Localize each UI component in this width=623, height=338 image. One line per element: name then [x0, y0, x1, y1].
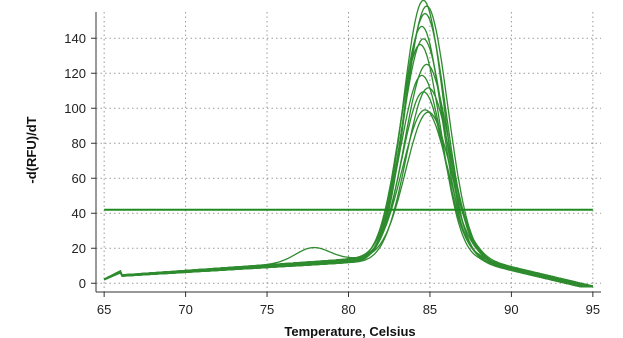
- y-tick-label: 140: [64, 31, 86, 46]
- x-tick-label: 85: [423, 302, 437, 317]
- y-tick-label: 60: [72, 171, 86, 186]
- y-tick-label: 100: [64, 101, 86, 116]
- x-tick-label: 75: [260, 302, 274, 317]
- y-tick-label: 40: [72, 206, 86, 221]
- melt-curve-series: [103, 87, 593, 288]
- melt-curve-series: [103, 111, 594, 287]
- x-axis-title: Temperature, Celsius: [284, 324, 415, 338]
- y-tick-label: 20: [72, 241, 86, 256]
- x-tick-label: 70: [178, 302, 192, 317]
- y-tick-label: 120: [64, 66, 86, 81]
- melt-curve-series: [103, 109, 593, 288]
- x-tick-label: 65: [97, 302, 111, 317]
- x-tick-label: 80: [341, 302, 355, 317]
- x-tick-label: 90: [504, 302, 518, 317]
- tick-layer: 65 70 75 80 85 90 95 0 20 40 60 80 100 120 140: [64, 31, 600, 317]
- x-tick-label: 95: [586, 302, 600, 317]
- y-axis-title: -d(RFU)/dT: [24, 116, 39, 183]
- series-layer: [103, 0, 594, 288]
- grid-layer: [96, 12, 601, 292]
- y-tick-label: 0: [79, 276, 86, 291]
- y-tick-label: 80: [72, 136, 86, 151]
